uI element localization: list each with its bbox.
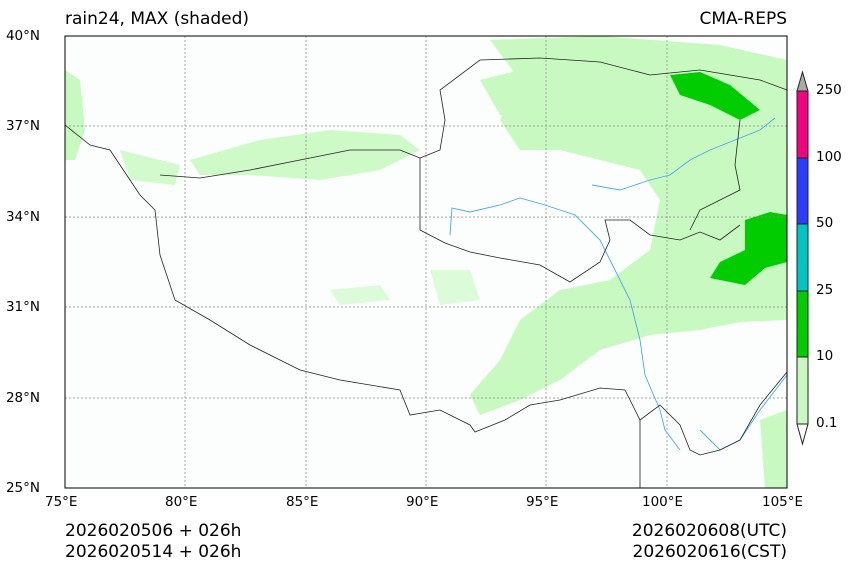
colorbar-10-25 — [796, 290, 809, 358]
lon-tick: 100°E — [642, 494, 684, 510]
colorbar — [796, 70, 809, 446]
colorbar-100-250 — [796, 90, 809, 159]
init-time-cst: 2026020514 + 026h — [65, 542, 242, 562]
colorbar-label: 50 — [816, 215, 834, 231]
colorbar-50-100 — [796, 157, 809, 225]
left-title: rain24, MAX (shaded) — [65, 9, 250, 29]
lat-tick: 28°N — [5, 390, 40, 406]
lon-tick: 95°E — [526, 494, 559, 510]
borders — [64, 57, 788, 488]
colorbar-label: 100 — [816, 149, 842, 165]
lon-tick: 90°E — [406, 494, 439, 510]
colorbar-25-50 — [796, 223, 809, 292]
lat-tick: 37°N — [5, 118, 40, 134]
valid-time-utc: 2026020608(UTC) — [631, 521, 787, 541]
colorbar-0.1-10 — [796, 356, 809, 425]
colorbar-over-triangle — [796, 70, 809, 92]
map-frame — [64, 35, 788, 489]
moderate-rain-shading — [670, 72, 787, 285]
init-time-utc: 2026020506 + 026h — [65, 521, 242, 541]
lat-tick: 25°N — [5, 480, 40, 496]
lon-tick: 85°E — [286, 494, 319, 510]
right-title: CMA-REPS — [699, 9, 787, 29]
lon-tick: 75°E — [45, 494, 78, 510]
lon-tick: 105°E — [762, 494, 804, 510]
colorbar-label: 250 — [816, 82, 842, 98]
lat-tick: 31°N — [5, 299, 40, 315]
valid-time-cst: 2026020616(CST) — [632, 542, 787, 562]
colorbar-label: 25 — [816, 282, 834, 298]
light-rain-shading — [65, 36, 787, 488]
lat-tick: 40°N — [5, 28, 40, 44]
lat-tick: 34°N — [5, 209, 40, 225]
colorbar-label: 0.1 — [816, 415, 838, 431]
lon-tick: 80°E — [165, 494, 198, 510]
grid-lines — [65, 36, 787, 488]
colorbar-under-triangle — [796, 423, 809, 446]
colorbar-label: 10 — [816, 348, 834, 364]
